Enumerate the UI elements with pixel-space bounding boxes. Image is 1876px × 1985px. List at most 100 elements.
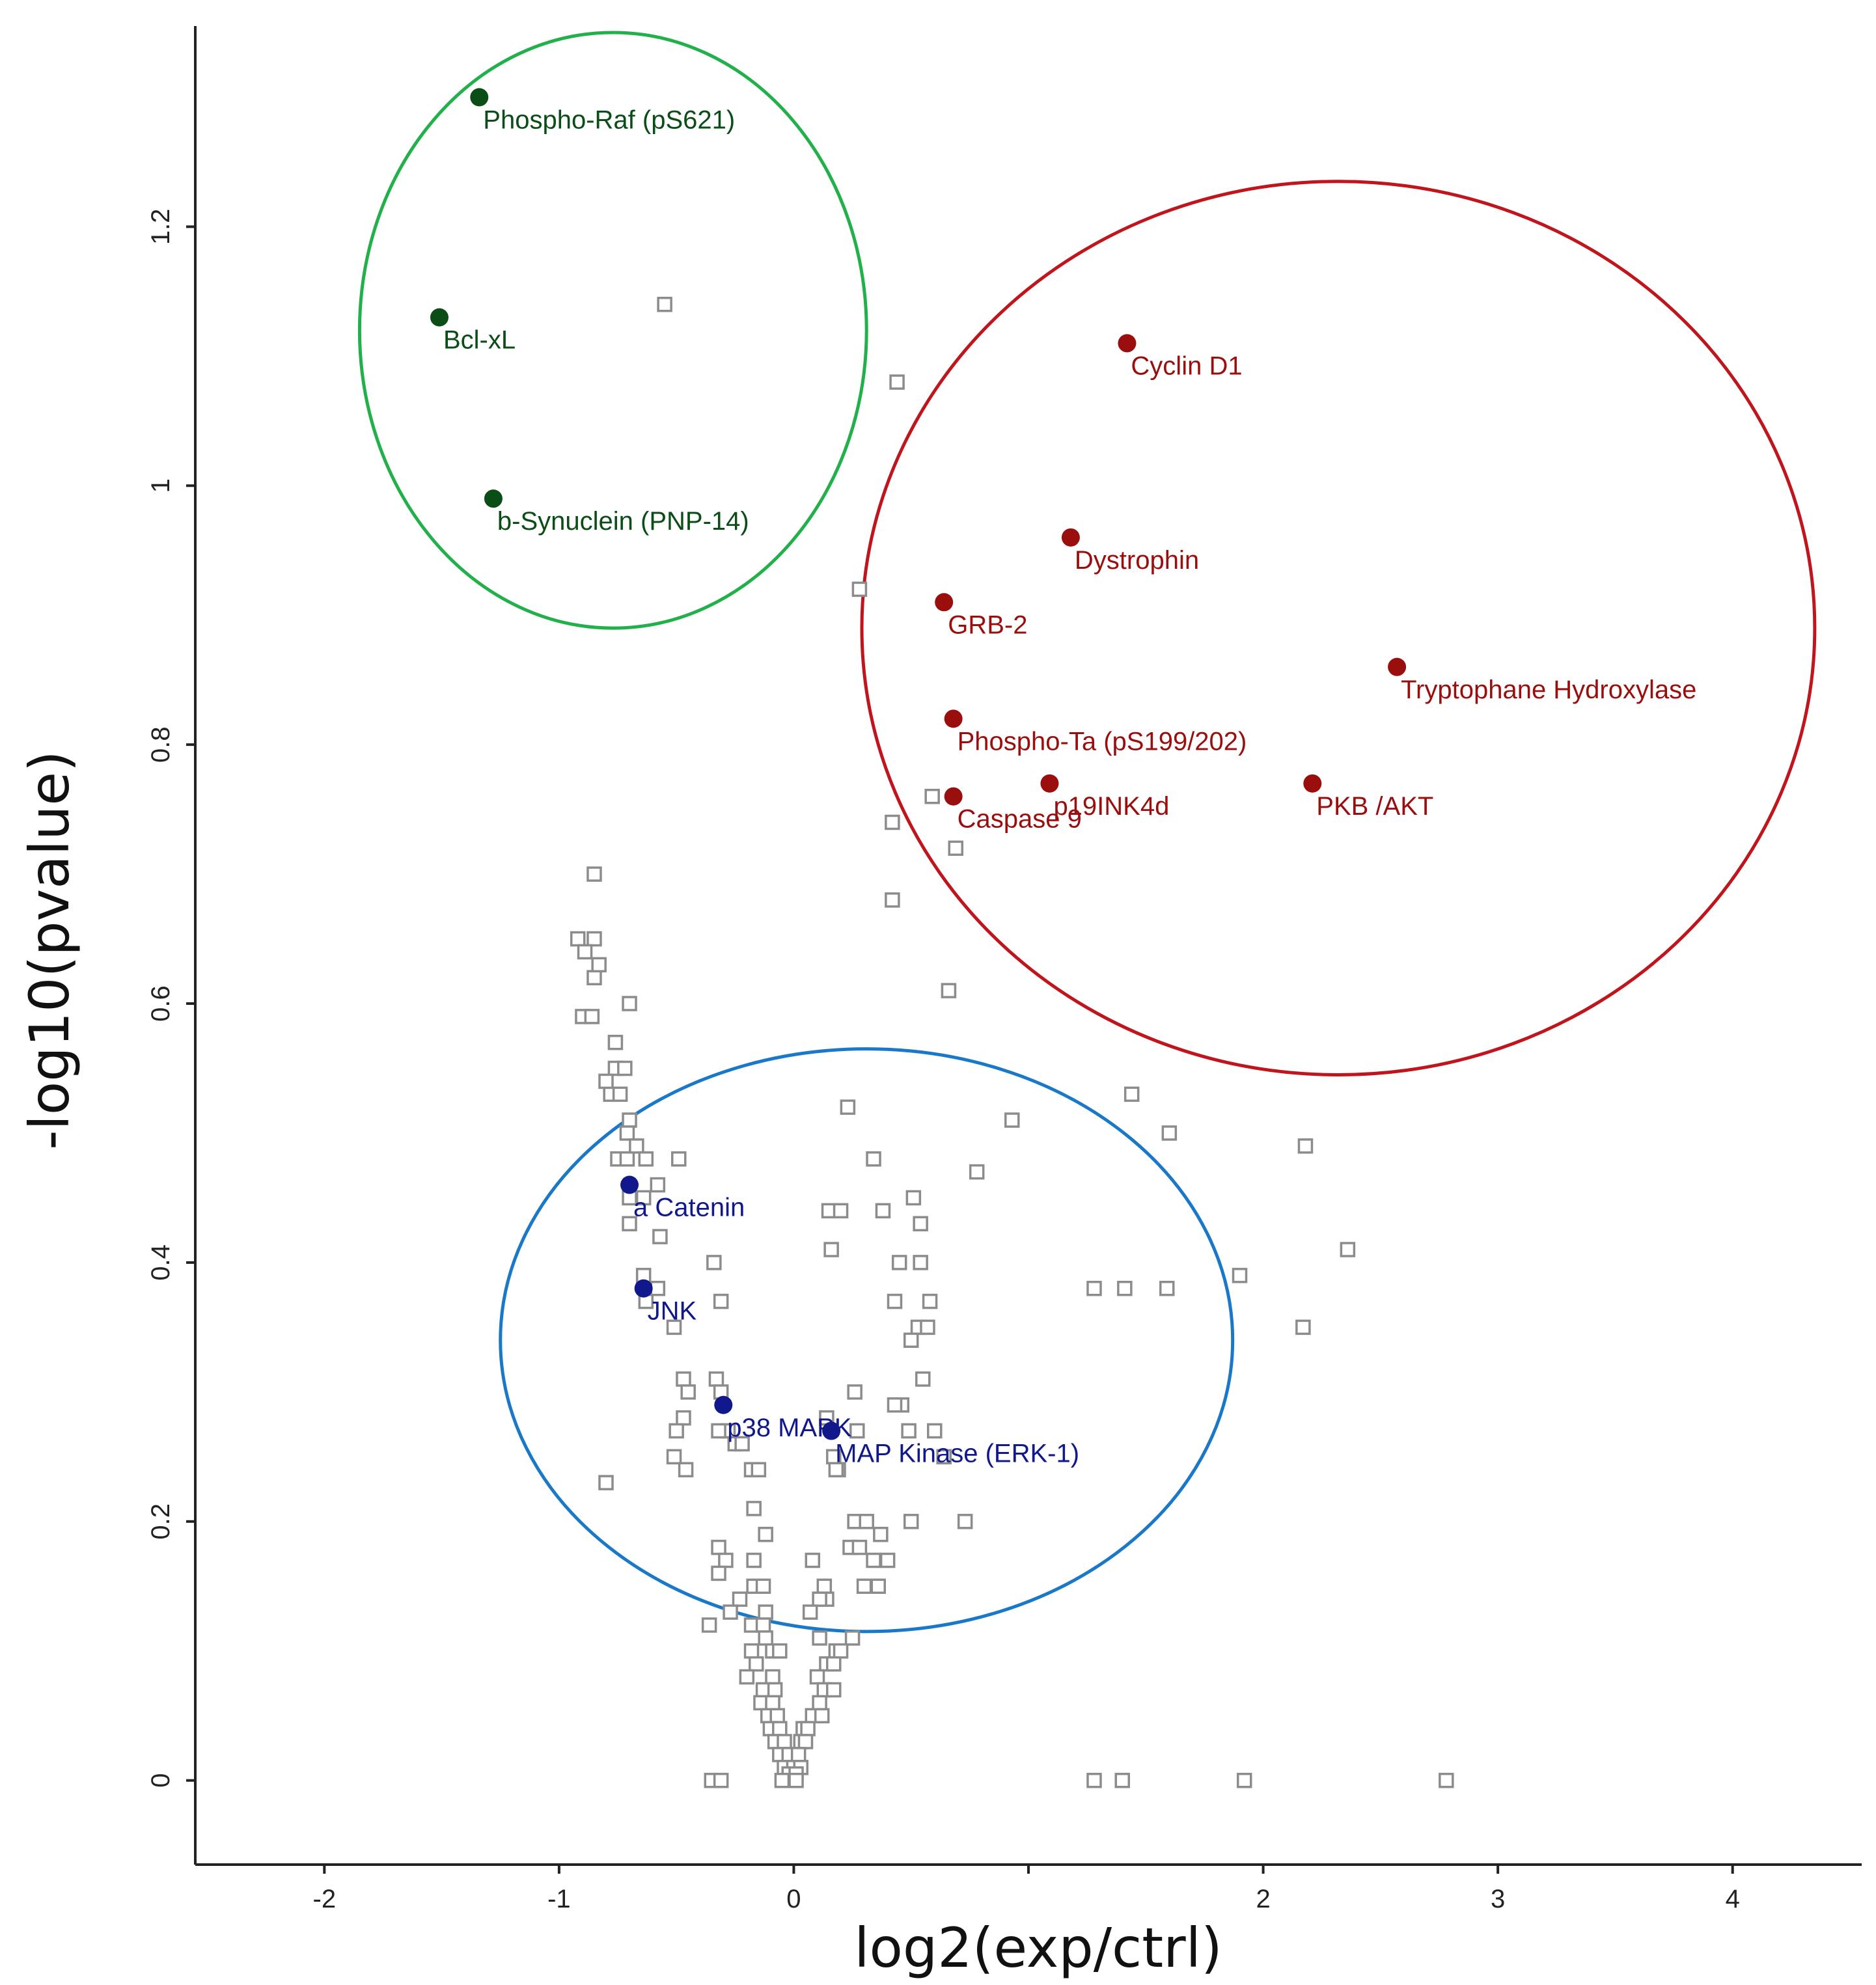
data-point bbox=[743, 1643, 760, 1659]
data-point bbox=[924, 788, 940, 804]
data-point bbox=[746, 1501, 762, 1516]
data-point bbox=[833, 1203, 849, 1219]
data-point bbox=[812, 1591, 827, 1607]
data-point bbox=[859, 1514, 874, 1529]
data-point bbox=[746, 1552, 762, 1568]
data-point bbox=[1114, 1772, 1130, 1788]
data-point bbox=[873, 1526, 889, 1542]
data-point bbox=[711, 1565, 726, 1581]
data-point bbox=[1340, 1242, 1356, 1257]
highlight-ellipse-2 bbox=[499, 1047, 1235, 1634]
data-point bbox=[777, 1734, 792, 1749]
data-point bbox=[915, 1371, 931, 1387]
data-point bbox=[866, 1151, 881, 1167]
x-tick-label: -1 bbox=[547, 1885, 571, 1913]
data-point bbox=[701, 1617, 717, 1633]
data-point bbox=[1124, 1086, 1140, 1102]
data-point bbox=[622, 1112, 637, 1128]
data-point bbox=[765, 1695, 780, 1711]
data-point bbox=[650, 1280, 666, 1296]
data-point bbox=[870, 1578, 886, 1595]
data-point bbox=[825, 1682, 842, 1698]
y-axis-title: -log10(pvalue) bbox=[18, 750, 81, 1150]
data-point bbox=[706, 1255, 722, 1270]
data-point bbox=[676, 1371, 691, 1387]
data-point bbox=[657, 296, 672, 312]
data-point bbox=[913, 1255, 928, 1270]
data-point bbox=[825, 1656, 842, 1672]
data-point bbox=[652, 1229, 668, 1244]
y-tick-label: 0.4 bbox=[146, 1244, 175, 1281]
data-point bbox=[748, 1656, 764, 1672]
data-point bbox=[751, 1462, 767, 1477]
x-ticks: -2 -1 0 2 3 4 bbox=[313, 1865, 1740, 1913]
point-label: JNK bbox=[648, 1297, 697, 1326]
data-point bbox=[1086, 1280, 1102, 1296]
data-point bbox=[797, 1734, 814, 1749]
data-point bbox=[1117, 1280, 1133, 1296]
highlight-point bbox=[1040, 774, 1059, 793]
data-point bbox=[927, 1423, 943, 1439]
x-tick-label: 3 bbox=[1491, 1885, 1505, 1913]
data-point bbox=[1161, 1125, 1178, 1141]
data-point bbox=[948, 840, 963, 856]
data-point bbox=[856, 1578, 872, 1595]
data-point bbox=[809, 1669, 825, 1685]
data-point bbox=[885, 892, 900, 908]
data-point bbox=[844, 1630, 861, 1646]
data-point bbox=[790, 1747, 807, 1762]
highlight-points: Phospho-Raf (pS621) Bcl-xL b-Synuclein (PN… bbox=[430, 88, 1696, 1468]
data-point bbox=[619, 1125, 635, 1141]
data-point bbox=[788, 1772, 804, 1788]
highlight-point bbox=[470, 88, 489, 107]
data-point bbox=[833, 1643, 849, 1659]
data-point bbox=[718, 1552, 734, 1568]
data-point bbox=[891, 1255, 907, 1270]
data-point bbox=[772, 1721, 788, 1736]
highlight-point bbox=[1303, 774, 1322, 793]
data-point bbox=[840, 1099, 856, 1115]
data-point bbox=[816, 1578, 833, 1595]
data-point bbox=[622, 1216, 637, 1231]
data-point bbox=[847, 1384, 862, 1400]
data-point bbox=[708, 1371, 724, 1387]
highlight-point bbox=[714, 1395, 733, 1414]
data-point bbox=[805, 1552, 821, 1568]
data-point bbox=[969, 1164, 985, 1180]
data-point bbox=[635, 1190, 652, 1206]
point-label: Cyclin D1 bbox=[1131, 351, 1242, 380]
data-point bbox=[591, 957, 607, 973]
highlight-point bbox=[620, 1175, 639, 1194]
data-point bbox=[1159, 1280, 1175, 1296]
data-point bbox=[849, 1423, 865, 1439]
data-point bbox=[586, 866, 602, 882]
data-point bbox=[734, 1436, 750, 1452]
data-point bbox=[1236, 1772, 1252, 1788]
data-point bbox=[755, 1578, 771, 1595]
data-point bbox=[887, 1397, 903, 1413]
data-point bbox=[586, 931, 602, 947]
data-point bbox=[671, 1151, 687, 1167]
data-point bbox=[758, 1526, 773, 1542]
point-label: b-Synuclein (PNP-14) bbox=[497, 507, 749, 536]
data-point bbox=[619, 1151, 635, 1167]
data-point bbox=[666, 1449, 682, 1465]
highlight-point bbox=[1061, 528, 1080, 547]
data-point bbox=[1295, 1319, 1311, 1335]
highlight-point bbox=[935, 593, 954, 612]
data-point bbox=[1232, 1268, 1248, 1283]
data-point bbox=[941, 983, 957, 998]
highlight-point bbox=[944, 709, 963, 728]
point-label: Bcl-xL bbox=[443, 326, 516, 355]
data-point bbox=[739, 1669, 755, 1685]
data-point bbox=[765, 1669, 780, 1685]
data-point bbox=[828, 1462, 844, 1477]
highlight-point bbox=[634, 1279, 653, 1298]
highlight-point bbox=[944, 787, 963, 806]
data-point bbox=[711, 1539, 726, 1555]
data-point bbox=[598, 1475, 614, 1490]
data-point bbox=[1297, 1138, 1314, 1154]
data-point bbox=[723, 1604, 738, 1620]
y-tick-label: 0 bbox=[146, 1773, 175, 1788]
